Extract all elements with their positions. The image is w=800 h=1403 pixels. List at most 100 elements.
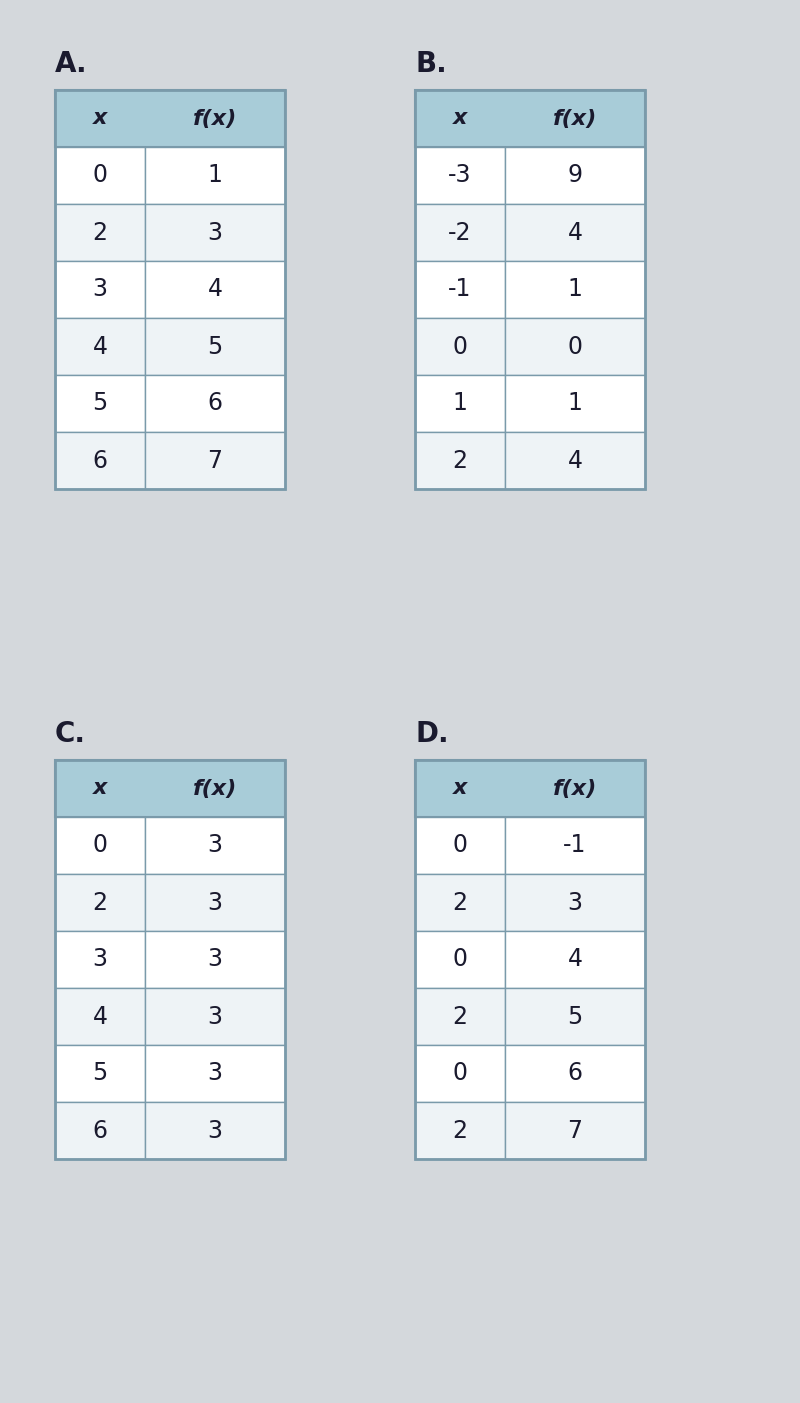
Text: 7: 7 xyxy=(567,1118,582,1142)
Bar xyxy=(505,817,645,874)
Bar xyxy=(145,203,285,261)
Bar xyxy=(415,375,505,432)
Text: 6: 6 xyxy=(207,391,222,415)
Text: 9: 9 xyxy=(567,164,582,188)
Bar xyxy=(145,318,285,375)
Text: 0: 0 xyxy=(567,334,582,359)
Bar xyxy=(55,375,145,432)
Text: 3: 3 xyxy=(207,1005,222,1028)
Text: 2: 2 xyxy=(453,449,467,473)
Text: -3: -3 xyxy=(448,164,472,188)
Bar xyxy=(415,760,645,817)
Text: 0: 0 xyxy=(453,1062,467,1086)
Text: 4: 4 xyxy=(207,278,222,302)
Bar xyxy=(55,432,145,490)
Text: C.: C. xyxy=(55,720,86,748)
Text: 1: 1 xyxy=(207,164,222,188)
Text: 6: 6 xyxy=(567,1062,582,1086)
Text: 4: 4 xyxy=(93,1005,107,1028)
Bar xyxy=(415,817,505,874)
Bar xyxy=(505,1045,645,1101)
Text: -2: -2 xyxy=(448,220,472,244)
Bar xyxy=(55,147,145,203)
Text: 2: 2 xyxy=(453,1005,467,1028)
Bar xyxy=(505,988,645,1045)
Bar xyxy=(145,932,285,988)
Bar xyxy=(55,988,145,1045)
Text: f(x): f(x) xyxy=(193,779,237,798)
Bar xyxy=(415,90,645,490)
Text: 3: 3 xyxy=(207,891,222,915)
Bar xyxy=(415,760,645,1159)
Bar xyxy=(145,261,285,318)
Bar xyxy=(505,261,645,318)
Bar xyxy=(415,1101,505,1159)
Bar xyxy=(415,203,505,261)
Bar xyxy=(415,1045,505,1101)
Bar xyxy=(415,432,505,490)
Text: 5: 5 xyxy=(92,391,108,415)
Text: 3: 3 xyxy=(207,220,222,244)
Text: 3: 3 xyxy=(207,947,222,971)
Bar xyxy=(55,90,285,490)
Bar xyxy=(505,318,645,375)
Text: 4: 4 xyxy=(93,334,107,359)
Bar xyxy=(415,932,505,988)
Bar xyxy=(145,1101,285,1159)
Bar xyxy=(55,90,285,147)
Bar xyxy=(55,261,145,318)
Text: -1: -1 xyxy=(448,278,472,302)
Bar xyxy=(145,817,285,874)
Text: 0: 0 xyxy=(93,833,107,857)
Bar xyxy=(505,375,645,432)
Text: D.: D. xyxy=(415,720,449,748)
Bar xyxy=(505,147,645,203)
Bar xyxy=(505,874,645,932)
Bar xyxy=(415,988,505,1045)
Text: 0: 0 xyxy=(93,164,107,188)
Text: 3: 3 xyxy=(207,1118,222,1142)
Bar xyxy=(505,1101,645,1159)
Bar xyxy=(55,1045,145,1101)
Text: B.: B. xyxy=(415,51,446,79)
Text: 1: 1 xyxy=(453,391,467,415)
Text: x: x xyxy=(93,779,107,798)
Bar xyxy=(55,1101,145,1159)
Bar xyxy=(55,760,285,817)
Bar xyxy=(55,203,145,261)
Bar xyxy=(415,147,505,203)
Text: 4: 4 xyxy=(567,449,582,473)
Bar xyxy=(415,261,505,318)
Bar xyxy=(415,90,645,147)
Text: 2: 2 xyxy=(453,1118,467,1142)
Bar xyxy=(505,932,645,988)
Text: 4: 4 xyxy=(567,220,582,244)
Bar xyxy=(55,932,145,988)
Text: 6: 6 xyxy=(93,449,107,473)
Bar xyxy=(145,147,285,203)
Bar xyxy=(55,817,145,874)
Text: 0: 0 xyxy=(453,947,467,971)
Text: 2: 2 xyxy=(453,891,467,915)
Bar xyxy=(55,318,145,375)
Text: f(x): f(x) xyxy=(193,108,237,129)
Text: 5: 5 xyxy=(92,1062,108,1086)
Bar xyxy=(145,375,285,432)
Text: 4: 4 xyxy=(567,947,582,971)
Text: 0: 0 xyxy=(453,334,467,359)
Text: 3: 3 xyxy=(207,1062,222,1086)
Text: 6: 6 xyxy=(93,1118,107,1142)
Text: 3: 3 xyxy=(207,833,222,857)
Text: x: x xyxy=(453,108,467,129)
Bar xyxy=(415,318,505,375)
Text: 1: 1 xyxy=(567,391,582,415)
Text: 3: 3 xyxy=(93,947,107,971)
Text: x: x xyxy=(453,779,467,798)
Bar xyxy=(415,874,505,932)
Bar xyxy=(145,988,285,1045)
Text: x: x xyxy=(93,108,107,129)
Text: f(x): f(x) xyxy=(553,779,597,798)
Text: 0: 0 xyxy=(453,833,467,857)
Bar xyxy=(145,1045,285,1101)
Text: 5: 5 xyxy=(567,1005,582,1028)
